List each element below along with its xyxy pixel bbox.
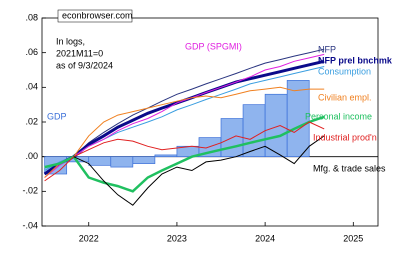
y-tick-label: .06	[25, 47, 38, 57]
series-label: NFP	[318, 44, 336, 54]
y-tick-label: .04	[25, 82, 38, 92]
series-label: Industrial prod'n	[313, 132, 377, 142]
y-tick-label: -.02	[22, 186, 38, 196]
gdp-bar	[154, 154, 178, 158]
series-line	[73, 135, 325, 206]
source-box	[57, 9, 133, 23]
x-tick-label: 2024	[255, 233, 275, 243]
note: as of 9/3/2024	[56, 60, 113, 70]
gdp-bar	[110, 156, 134, 168]
gdp-bar	[286, 80, 310, 158]
series-label: Mfg. & trade sales	[313, 163, 386, 173]
note: 2021M11=0	[56, 48, 103, 58]
y-tick-label: .08	[25, 12, 38, 22]
series-label: NFP prel bnchmk	[318, 55, 393, 65]
series-label: GDP (SPGMI)	[185, 41, 242, 51]
series-line	[44, 86, 325, 178]
y-tick-label: -.04	[22, 220, 38, 230]
series-line	[44, 53, 325, 178]
series-label: Personal income	[305, 111, 372, 121]
gdp-bar	[264, 93, 288, 158]
x-tick-label: 2022	[79, 233, 99, 243]
x-tick-label: 2023	[167, 233, 187, 243]
note-box	[52, 34, 122, 74]
x-tick-label: 2025	[343, 233, 363, 243]
y-tick-label: .00	[25, 151, 38, 161]
series-line	[44, 121, 325, 182]
series-line	[44, 48, 325, 175]
gdp-bar	[88, 156, 112, 166]
series-label: Civilian empl.	[318, 92, 372, 102]
gdp-bar	[132, 156, 156, 164]
y-tick-label: .02	[25, 116, 38, 126]
bar-label: GDP	[47, 111, 67, 121]
note: In logs,	[56, 36, 85, 46]
gdp-bar	[242, 104, 266, 158]
series-line	[44, 115, 325, 193]
source: econbrowser.com	[62, 10, 133, 20]
series-label: Consumption	[318, 66, 371, 76]
